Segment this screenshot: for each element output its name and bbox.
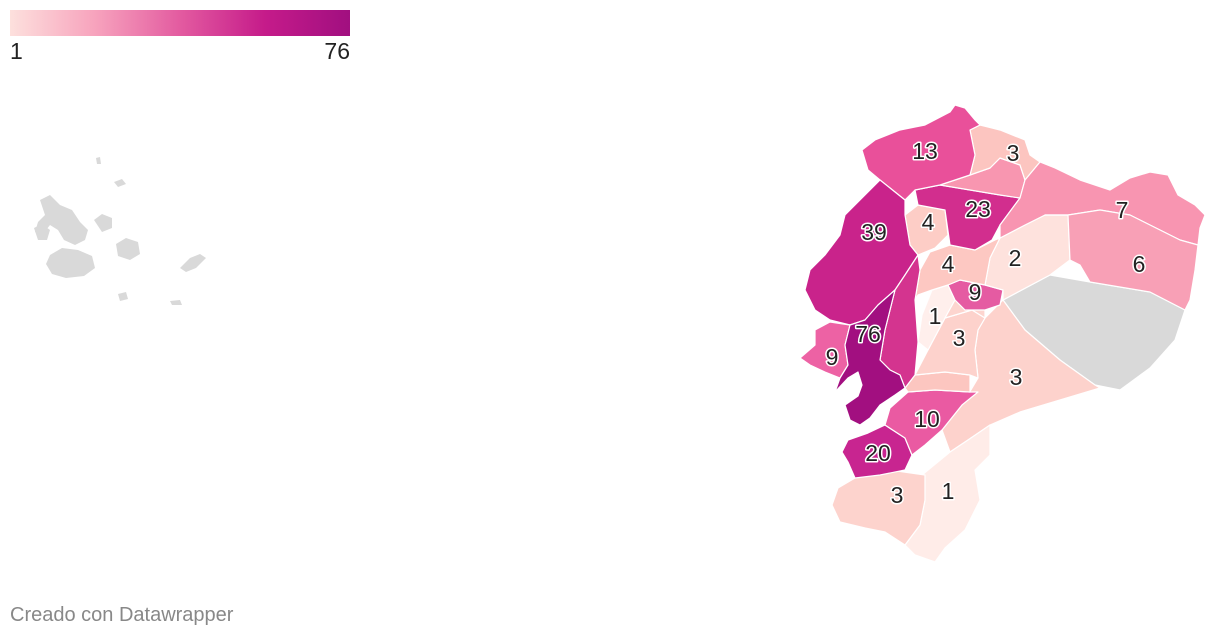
province-loja: [831, 469, 926, 546]
island-floreana: [118, 292, 128, 301]
legend-min-label: 1: [10, 38, 23, 64]
province-guayas: [834, 289, 906, 426]
label-guayas: 76: [855, 321, 881, 347]
label-esmeraldas: 13: [912, 138, 938, 164]
label-carchi: 3: [1007, 140, 1020, 166]
province-el-oro: [841, 424, 913, 479]
legend-gradient-bar: [10, 10, 350, 36]
province-orellana: [1044, 209, 1199, 311]
province-azuay: [884, 389, 979, 456]
island-isabela: [35, 195, 88, 245]
label-santa-elena: 9: [826, 344, 839, 370]
label-morona-santiago: 3: [1010, 364, 1023, 390]
label-zamora-chinchipe: 1: [942, 478, 955, 504]
color-legend: 1 76: [10, 10, 350, 64]
datawrapper-credit: Creado con Datawrapper: [10, 604, 234, 626]
island-genovesa: [114, 179, 126, 187]
label-azuay: 10: [914, 406, 940, 432]
label-orellana: 6: [1133, 251, 1146, 277]
galapagos-islands: [34, 157, 206, 305]
label-sucumbios: 7: [1116, 197, 1129, 223]
island-santiago: [94, 214, 112, 232]
province-sucumbios: [999, 161, 1206, 246]
island-fernandina: [34, 224, 50, 240]
label-manabi: 39: [861, 219, 887, 245]
label-cotopaxi: 9: [969, 279, 982, 305]
province-pichincha: [914, 237, 1001, 301]
label-el-oro: 20: [865, 440, 891, 466]
label-pichincha: 4: [942, 251, 955, 277]
label-loja: 3: [891, 482, 904, 508]
legend-max-label: 76: [324, 38, 350, 64]
mainland-provinces: [799, 104, 1206, 563]
island-santa-cruz: [116, 238, 140, 260]
island-pinta: [96, 157, 101, 164]
label-imbabura: 23: [965, 196, 991, 222]
island-isabela-south: [46, 248, 95, 278]
label-tungurahua: 3: [953, 325, 966, 351]
label-napo: 2: [1009, 245, 1022, 271]
label-santo-domingo: 4: [922, 209, 935, 235]
label-bolivar: 1: [929, 303, 942, 329]
island-espanola: [170, 300, 182, 305]
island-san-cristobal: [180, 254, 206, 272]
value-labels: 13 3 23 7 39 4 4 2 6 9 1 3 76 9 3 10 20 …: [824, 137, 1147, 510]
